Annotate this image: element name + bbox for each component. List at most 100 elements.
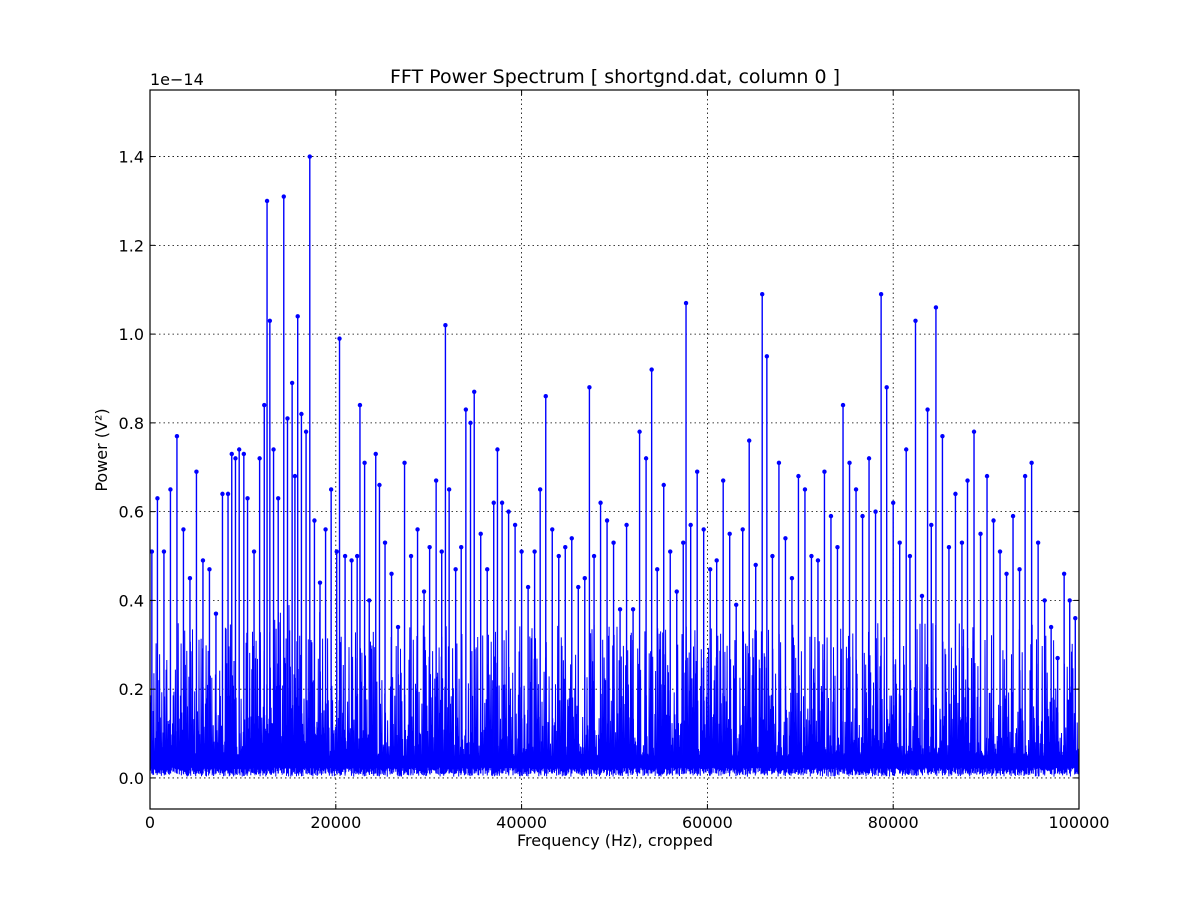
- peak-point: [630, 607, 636, 612]
- peak-point: [453, 567, 458, 572]
- peak-point: [194, 469, 199, 474]
- y-tick-label: 1.0: [119, 325, 144, 344]
- x-tick-label: 100000: [1048, 813, 1109, 832]
- peak-point: [485, 567, 490, 572]
- peak-point: [550, 527, 555, 532]
- peak-point: [929, 522, 934, 528]
- peak-point: [884, 385, 889, 390]
- peak-point: [835, 544, 840, 550]
- y-tick-label: 1.2: [119, 236, 144, 255]
- peak-point: [822, 469, 827, 474]
- peak-point: [904, 447, 909, 452]
- peak-point: [281, 194, 286, 199]
- peak-point: [1029, 460, 1034, 466]
- peak-point: [267, 318, 273, 323]
- peak-point: [1048, 624, 1054, 630]
- peak-point: [891, 500, 896, 505]
- peak-point: [525, 584, 531, 590]
- peak-point: [556, 553, 561, 559]
- peak-point: [1042, 598, 1047, 603]
- peak-point: [727, 531, 732, 537]
- peak-point: [604, 518, 610, 523]
- peak-point: [155, 496, 160, 501]
- peak-point: [303, 429, 309, 434]
- peak-point: [694, 469, 700, 474]
- peak-point: [149, 549, 155, 554]
- peak-point: [491, 500, 496, 505]
- peak-point: [720, 478, 726, 483]
- spectrum-peaks: [151, 156, 1076, 774]
- peak-point: [299, 411, 304, 417]
- peak-point: [342, 553, 348, 559]
- peak-point: [971, 429, 977, 434]
- peak-point: [681, 540, 686, 545]
- peak-point: [637, 429, 642, 434]
- peak-point: [395, 624, 401, 630]
- peak-point: [714, 558, 719, 563]
- peak-point: [776, 460, 782, 466]
- peak-point: [770, 553, 775, 559]
- peak-point: [1004, 571, 1009, 576]
- peak-point: [913, 318, 918, 323]
- peak-point: [919, 593, 925, 599]
- peak-point: [576, 584, 581, 590]
- peak-point: [1055, 655, 1060, 661]
- spectrum-points: [149, 154, 1078, 661]
- peak-point: [959, 540, 965, 545]
- peak-point: [402, 460, 407, 466]
- peak-point: [367, 598, 372, 603]
- peak-point: [1022, 473, 1028, 479]
- peak-point: [587, 385, 592, 390]
- peak-point: [733, 602, 739, 608]
- peak-point: [328, 487, 334, 492]
- peak-point: [661, 482, 666, 488]
- peak-point: [873, 509, 878, 514]
- peak-point: [236, 447, 242, 452]
- peak-point: [764, 354, 770, 359]
- peak-point: [925, 407, 930, 412]
- peak-point: [307, 154, 312, 159]
- peak-point: [747, 438, 752, 443]
- peak-point: [683, 300, 689, 306]
- peak-point: [809, 553, 814, 559]
- peak-point: [251, 549, 257, 554]
- peak-point: [389, 571, 394, 576]
- peak-point: [337, 336, 342, 341]
- peak-point: [532, 549, 537, 554]
- x-tick-label: 60000: [682, 813, 733, 832]
- y-axis-offset-label: 1e−14: [150, 70, 204, 89]
- peak-point: [499, 500, 505, 505]
- peak-point: [512, 522, 518, 528]
- peak-point: [598, 500, 603, 505]
- peak-point: [537, 487, 543, 492]
- peak-point: [415, 527, 420, 532]
- peak-point: [233, 456, 238, 461]
- peak-point: [289, 380, 295, 386]
- peak-point: [543, 394, 548, 399]
- peak-point: [323, 527, 328, 532]
- peak-point: [317, 580, 323, 585]
- peak-point: [443, 323, 448, 328]
- peak-point: [207, 567, 212, 572]
- peak-point: [878, 291, 884, 297]
- y-axis-title: Power (V²): [92, 408, 111, 491]
- peak-point: [591, 553, 597, 559]
- peak-point: [997, 549, 1003, 554]
- peak-point: [802, 487, 808, 492]
- plot-area: [149, 89, 1080, 810]
- peak-point: [519, 549, 524, 554]
- y-tick-label: 0.2: [119, 680, 144, 699]
- peak-point: [161, 549, 167, 554]
- peak-point: [828, 513, 834, 519]
- peak-point: [582, 576, 587, 581]
- peak-point: [245, 496, 250, 501]
- peak-point: [362, 460, 367, 466]
- peak-point: [740, 527, 745, 532]
- peak-point: [225, 491, 231, 497]
- peak-point: [292, 473, 298, 479]
- peak-point: [1017, 567, 1022, 572]
- chart-title: FFT Power Spectrum [ shortgnd.dat, colum…: [390, 66, 840, 88]
- y-tick-label: 0.8: [119, 414, 144, 433]
- noise-floor-trace: [149, 605, 1080, 777]
